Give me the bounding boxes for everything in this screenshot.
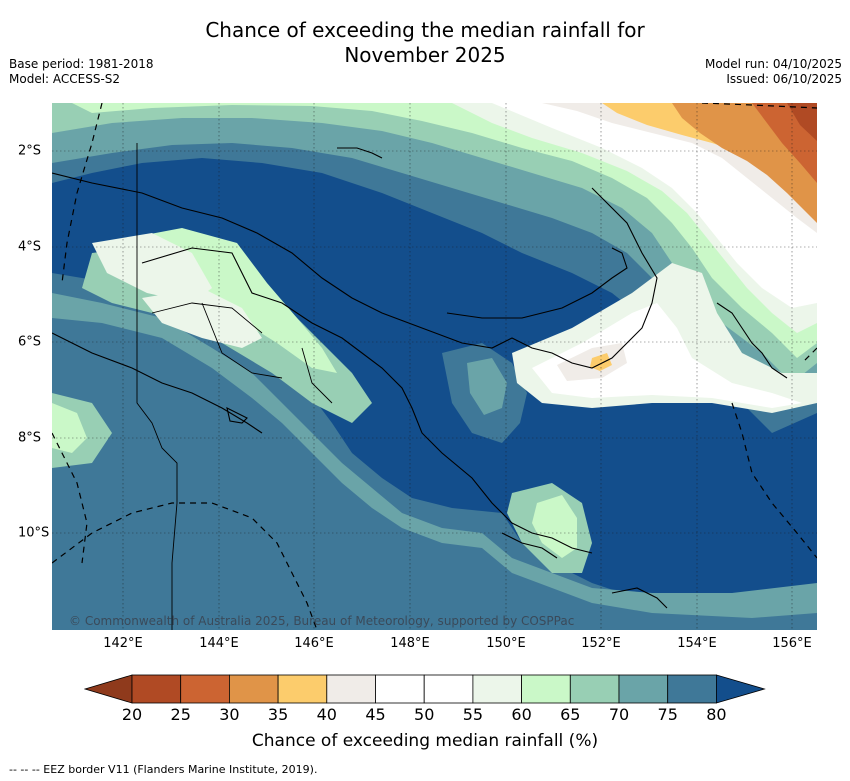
colorbar-extend-high <box>716 674 766 704</box>
colorbar-segment <box>228 674 279 704</box>
colorbar-tick-label: 60 <box>511 705 532 724</box>
colorbar-segment <box>326 674 376 704</box>
colorbar-segment <box>180 674 230 704</box>
x-tick-144: 144°E <box>199 636 239 651</box>
colorbar-segment <box>277 674 328 704</box>
y-tick-6s: 6°S <box>18 334 42 350</box>
contour-65-70 <box>52 293 817 618</box>
contour-70-75 <box>52 273 817 630</box>
colorbar-tick-label: 45 <box>365 705 386 724</box>
colorbar-tick-label: 75 <box>657 705 678 724</box>
contour-55-60 <box>52 403 87 453</box>
model-name: Model: ACCESS-S2 <box>9 72 121 86</box>
eez-borders <box>52 103 817 630</box>
colorbar-tick-label: 25 <box>170 705 191 724</box>
contour-50-55 <box>142 288 262 348</box>
x-tick-154: 154°E <box>677 636 717 651</box>
y-tick-2s: 2°S <box>18 143 42 159</box>
colorbar-segment <box>131 674 182 704</box>
x-tick-148: 148°E <box>390 636 430 651</box>
colorbar <box>84 674 766 704</box>
colorbar-segment <box>423 674 474 704</box>
model-run: Model run: 04/10/2025 <box>704 57 842 71</box>
colorbar-tick-label: 55 <box>462 705 484 724</box>
colorbar-segment <box>667 674 717 704</box>
y-tick-10s: 10°S <box>18 525 50 541</box>
x-tick-146: 146°E <box>294 636 334 651</box>
x-tick-156: 156°E <box>772 636 812 651</box>
y-tick-4s: 4°S <box>18 239 42 255</box>
colorbar-tick-label: 35 <box>267 705 289 724</box>
contour-55-60 <box>532 495 577 558</box>
map-panel[interactable] <box>52 103 817 630</box>
contour-20-25 <box>787 103 817 141</box>
copyright-text: © Commonwealth of Australia 2025, Bureau… <box>69 614 575 628</box>
x-tick-142: 142°E <box>103 636 143 651</box>
coastlines <box>52 147 788 609</box>
borders <box>136 143 333 630</box>
x-tick-150: 150°E <box>486 636 526 651</box>
colorbar-tick-label: 80 <box>706 705 727 724</box>
contour-45-55 <box>532 303 802 408</box>
colorbar-tick-label: 70 <box>608 705 630 724</box>
colorbar-extend-low <box>84 674 133 704</box>
colorbar-tick-label: 65 <box>560 705 581 724</box>
eez-legend: -- -- -- EEZ border V11 (Flanders Marine… <box>9 763 318 776</box>
meta-right: Model run: 04/10/2025 Issued: 06/10/2025 <box>705 57 842 87</box>
colorbar-segment <box>618 674 669 704</box>
chart-title: Chance of exceeding the median rainfall … <box>0 18 850 68</box>
gridlines <box>52 103 817 630</box>
colorbar-label: Chance of exceeding median rainfall (%) <box>251 731 599 751</box>
colorbar-segment <box>472 674 522 704</box>
title-line-2: November 2025 <box>344 43 506 67</box>
colorbar-tick-label: 30 <box>219 705 240 724</box>
issued-date: Issued: 06/10/2025 <box>726 72 842 86</box>
colorbar-segment <box>569 674 620 704</box>
colorbar-tick-label: 40 <box>316 705 337 724</box>
contour-65-70 <box>467 358 507 415</box>
base-period: Base period: 1981-2018 <box>9 57 154 71</box>
y-tick-8s: 8°S <box>18 430 42 446</box>
x-tick-152: 152°E <box>581 636 621 651</box>
colorbar-tick-label: 20 <box>121 705 143 724</box>
title-line-1: Chance of exceeding the median rainfall … <box>205 18 645 42</box>
meta-left: Base period: 1981-2018 Model: ACCESS-S2 <box>9 57 154 87</box>
colorbar-tick-label: 50 <box>414 705 435 724</box>
colorbar-segment <box>521 674 571 704</box>
colorbar-segment <box>375 674 425 704</box>
